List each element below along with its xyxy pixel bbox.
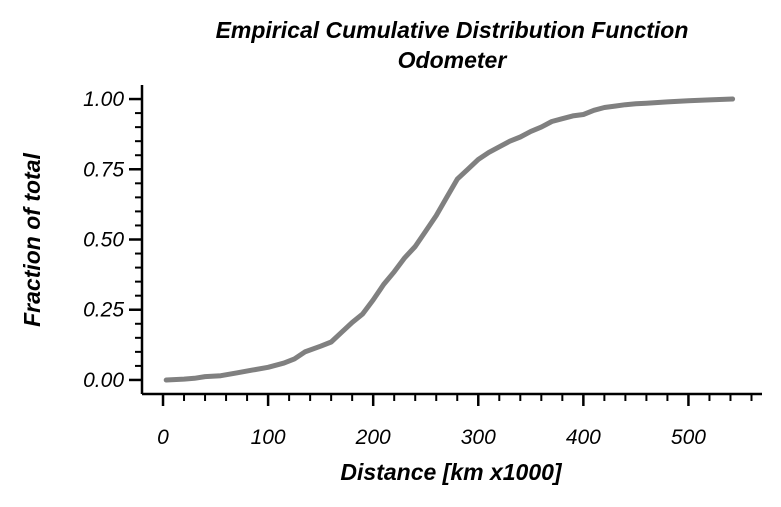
chart-subtitle: Odometer xyxy=(398,47,508,73)
y-ticks: 0.00 0.25 0.50 0.75 1.00 xyxy=(83,88,142,392)
y-axis-label: Fraction of total xyxy=(19,153,45,327)
x-axis-label: Distance [km x1000] xyxy=(340,459,563,485)
ecdf-line xyxy=(163,96,736,383)
x-tick-label: 400 xyxy=(566,426,601,449)
x-ticks: 0 100 200 300 400 500 xyxy=(157,394,753,449)
x-tick-label: 0 xyxy=(157,426,169,449)
y-tick-label: 0.75 xyxy=(83,158,124,181)
y-tick-label: 1.00 xyxy=(83,88,124,111)
y-tick-label: 0.00 xyxy=(83,369,124,392)
y-tick-label: 0.25 xyxy=(83,299,124,322)
y-tick-label: 0.50 xyxy=(83,229,124,252)
x-tick-label: 100 xyxy=(251,426,286,449)
x-tick-label: 500 xyxy=(671,426,706,449)
x-tick-label: 300 xyxy=(461,426,496,449)
x-tick-label: 200 xyxy=(355,426,391,449)
chart-title: Empirical Cumulative Distribution Functi… xyxy=(216,17,689,43)
